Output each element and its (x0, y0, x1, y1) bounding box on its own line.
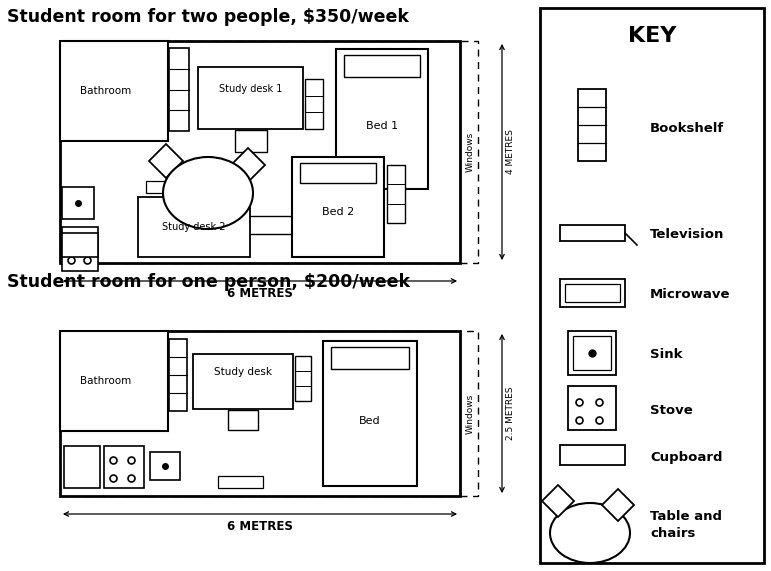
Bar (218, 476, 263, 488)
Bar (146, 181, 191, 193)
Text: Sink: Sink (650, 348, 682, 361)
Polygon shape (602, 489, 634, 521)
Text: Stove: Stove (650, 404, 693, 416)
Bar (62, 227, 98, 271)
Bar (169, 339, 187, 411)
Text: Study desk 2: Study desk 2 (162, 222, 226, 232)
Text: KEY: KEY (628, 26, 676, 46)
Bar (560, 279, 625, 307)
Bar (336, 49, 428, 189)
Bar (300, 163, 376, 183)
Text: Bed 1: Bed 1 (366, 121, 398, 131)
Bar (578, 89, 606, 161)
Text: 2.5 METRES: 2.5 METRES (506, 387, 515, 440)
Bar (540, 8, 764, 563)
Bar (62, 233, 98, 257)
Bar (64, 446, 100, 488)
Bar (228, 410, 258, 430)
Text: Bed: Bed (359, 416, 381, 426)
Text: Television: Television (650, 228, 725, 242)
Bar (188, 216, 343, 234)
Text: Study desk: Study desk (214, 367, 272, 377)
Bar (150, 452, 180, 480)
Text: 6 METRES: 6 METRES (227, 287, 293, 300)
Text: Windows: Windows (466, 393, 474, 433)
Bar (565, 284, 620, 302)
Bar (169, 48, 189, 131)
Bar (60, 331, 460, 496)
Polygon shape (231, 148, 265, 182)
Text: 6 METRES: 6 METRES (227, 520, 293, 533)
Bar (331, 347, 409, 369)
Text: Student room for two people, $350/week: Student room for two people, $350/week (7, 8, 409, 26)
Text: Bookshelf: Bookshelf (650, 122, 724, 135)
Text: Bed 2: Bed 2 (322, 207, 354, 217)
Bar (234, 130, 267, 152)
Bar (60, 41, 478, 263)
Ellipse shape (163, 157, 253, 229)
Bar (104, 446, 144, 488)
Text: Cupboard: Cupboard (650, 451, 722, 464)
Text: Windows: Windows (466, 132, 474, 172)
Bar (60, 41, 168, 141)
Bar (323, 341, 417, 486)
Polygon shape (149, 144, 183, 178)
Bar (60, 331, 168, 431)
Bar (568, 386, 616, 430)
Bar (344, 55, 420, 77)
Bar (292, 157, 384, 257)
Text: 4 METRES: 4 METRES (506, 130, 515, 174)
Bar (560, 225, 625, 241)
Text: Table and
chairs: Table and chairs (650, 510, 722, 540)
Bar (305, 79, 323, 129)
Bar (295, 356, 311, 401)
Text: Study desk 1: Study desk 1 (219, 84, 282, 94)
Bar (193, 354, 293, 409)
Bar (138, 197, 250, 257)
Text: Bathroom: Bathroom (80, 86, 132, 96)
Bar (573, 336, 611, 370)
Bar (387, 165, 405, 223)
Bar (60, 331, 478, 496)
Bar (560, 445, 625, 465)
Bar (568, 331, 616, 375)
Bar (198, 67, 303, 129)
Bar (60, 41, 460, 263)
Bar (193, 230, 223, 245)
Polygon shape (542, 485, 574, 517)
Text: Bathroom: Bathroom (80, 376, 132, 386)
Ellipse shape (550, 503, 630, 563)
Text: Student room for one person, $200/week: Student room for one person, $200/week (7, 273, 410, 291)
Bar (62, 187, 94, 219)
Text: Microwave: Microwave (650, 288, 730, 301)
